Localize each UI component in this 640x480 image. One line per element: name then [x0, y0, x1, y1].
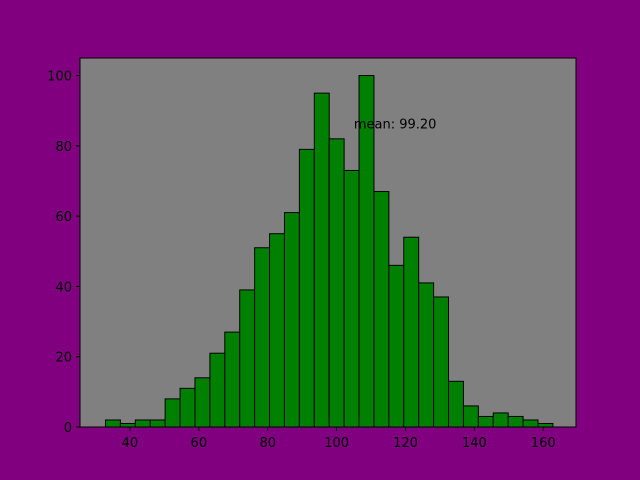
y-tick-label: 60: [55, 210, 72, 225]
histogram-bar: [179, 387, 196, 428]
mean-annotation: mean: 99.20: [354, 117, 437, 132]
histogram-bar: [283, 212, 300, 428]
histogram-bar: [164, 398, 181, 428]
histogram-bar: [194, 377, 211, 428]
histogram-bar: [298, 148, 315, 428]
histogram-bar: [254, 247, 271, 428]
histogram-bar: [328, 138, 345, 428]
y-tick-label: 80: [55, 140, 72, 155]
y-tick-label: 20: [55, 351, 72, 366]
histogram-bar: [477, 415, 494, 428]
histogram-bar: [313, 92, 330, 428]
histogram-bar: [119, 422, 136, 428]
histogram-bar: [462, 405, 479, 428]
histogram-bar: [522, 419, 539, 428]
x-tick-label: 120: [393, 436, 418, 451]
x-tick-label: 100: [324, 436, 349, 451]
histogram-bar: [537, 422, 554, 428]
bars-group: [104, 75, 554, 428]
x-tick-label: 40: [122, 436, 139, 451]
x-tick-label: 160: [531, 436, 556, 451]
y-tick-label: 40: [55, 280, 72, 295]
y-axis: 0 20 40 60 80 100: [47, 70, 80, 436]
histogram-bar: [373, 191, 390, 428]
histogram-bar: [418, 282, 435, 428]
x-tick-label: 60: [191, 436, 208, 451]
y-tick-label: 100: [47, 70, 72, 85]
histogram-bar: [224, 331, 241, 428]
histogram-bar: [492, 412, 509, 428]
x-tick-label: 80: [259, 436, 276, 451]
y-tick-label: 0: [64, 421, 72, 436]
plot-frame: [79, 57, 577, 428]
x-tick-label: 140: [462, 436, 487, 451]
histogram-bar: [403, 236, 420, 428]
histogram-bar: [149, 419, 166, 428]
histogram-bar: [239, 289, 256, 428]
histogram-bar: [507, 415, 524, 428]
x-axis: 40 60 80 100 120 140 160: [122, 427, 556, 451]
histogram-bar: [104, 419, 121, 428]
histogram-bar: [448, 380, 464, 428]
histogram-bar: [388, 264, 405, 428]
histogram-bar: [209, 352, 226, 428]
histogram-bar: [134, 419, 151, 428]
histogram-bar: [433, 296, 450, 428]
histogram-bar: [269, 233, 285, 428]
histogram-bar: [343, 169, 360, 428]
